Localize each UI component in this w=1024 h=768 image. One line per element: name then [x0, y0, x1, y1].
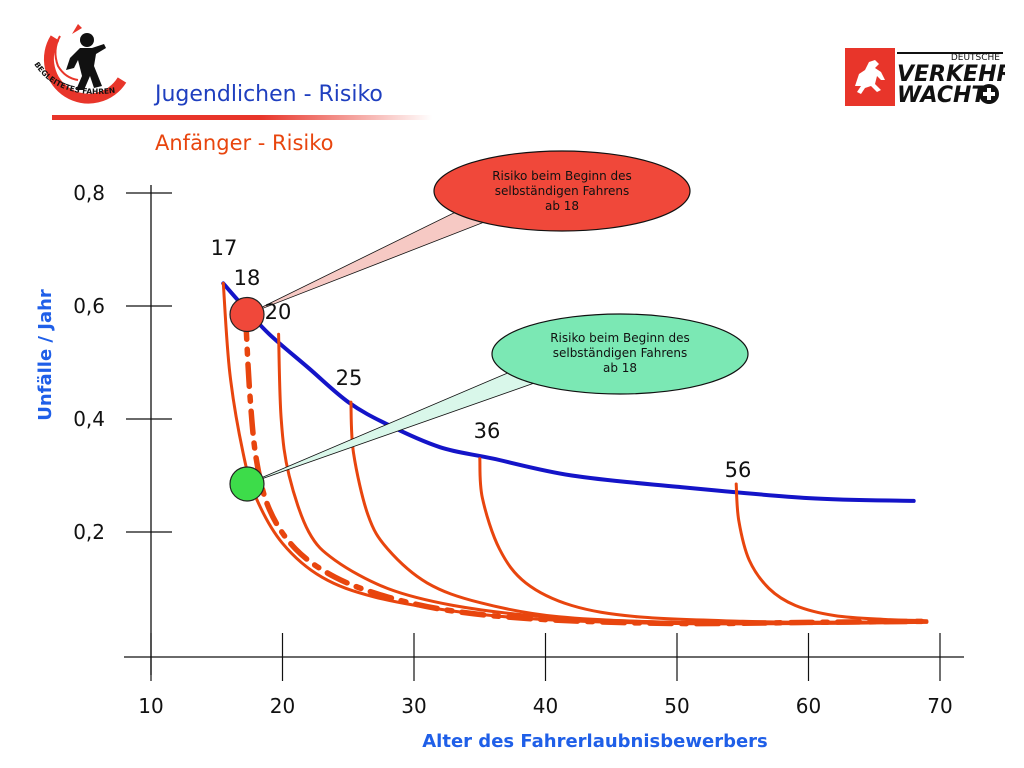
start-age-label: 17 — [211, 236, 238, 260]
y-tick-label: 0,4 — [73, 407, 105, 431]
callout-bottom-text: selbständigen Fahrens — [553, 346, 688, 360]
callout-top-pointer — [246, 204, 507, 315]
callout-bottom-text: Risiko beim Beginn des — [550, 331, 690, 345]
y-tick-label: 0,2 — [73, 520, 105, 544]
chart-series — [221, 281, 930, 627]
series-line-4 — [349, 400, 929, 625]
x-tick-label: 10 — [138, 694, 163, 718]
start-age-label: 56 — [725, 458, 752, 482]
callout-bottom-text: ab 18 — [603, 361, 637, 375]
x-axis-label: Alter des Fahrerlaubnisbewerbers — [422, 731, 768, 752]
x-tick-label: 40 — [533, 694, 558, 718]
callout-bottom-bubble — [491, 313, 749, 395]
logo-right-line1: DEUTSCHE — [951, 53, 1000, 63]
green-risk-marker — [229, 466, 265, 502]
callout-bottom-pointer — [246, 365, 562, 485]
callout-top-text: selbständigen Fahrens — [495, 184, 630, 198]
page-title: Jugendlichen - Risiko — [155, 82, 383, 107]
y-tick-label: 0,8 — [73, 181, 105, 205]
callout-top-text: ab 18 — [545, 199, 579, 213]
callout-top-bubble — [433, 150, 691, 232]
x-tick-label: 50 — [664, 694, 689, 718]
title-underline — [52, 115, 432, 120]
series-line-6 — [734, 482, 929, 623]
logo-right-line2: VERKEHRS — [897, 62, 1005, 87]
page-subtitle: Anfänger - Risiko — [155, 131, 334, 155]
chart-axes: 0,2 0,4 0,6 0,8 10 20 30 40 50 60 70 Alter des Fahr… — [35, 181, 964, 752]
y-axis-label: Unfälle / Jahr — [35, 289, 56, 421]
logo-left-text: BEGLEITETES FAHREN AB 17 — [25, 55, 128, 112]
callout-top-text: Risiko beim Beginn des — [492, 169, 632, 183]
red-risk-marker — [229, 296, 265, 333]
x-tick-label: 70 — [927, 694, 952, 718]
x-tick-label: 20 — [270, 694, 295, 718]
series-line-5 — [478, 457, 929, 624]
x-tick-label: 30 — [401, 694, 426, 718]
chart-markers — [229, 296, 265, 502]
verkehrswacht-logo: DEUTSCHE VERKEHRS WACHT — [845, 46, 1024, 108]
x-tick-label: 60 — [796, 694, 821, 718]
start-age-label: 20 — [265, 300, 292, 324]
series-line-0 — [221, 281, 916, 503]
y-tick-label: 0,6 — [73, 294, 105, 318]
start-age-label: 18 — [234, 266, 261, 290]
begleitetes-fahren-logo — [30, 18, 135, 113]
start-age-label: 36 — [474, 419, 501, 443]
start-age-label: 25 — [336, 366, 363, 390]
logo-right-line3: WACHT — [897, 83, 988, 108]
